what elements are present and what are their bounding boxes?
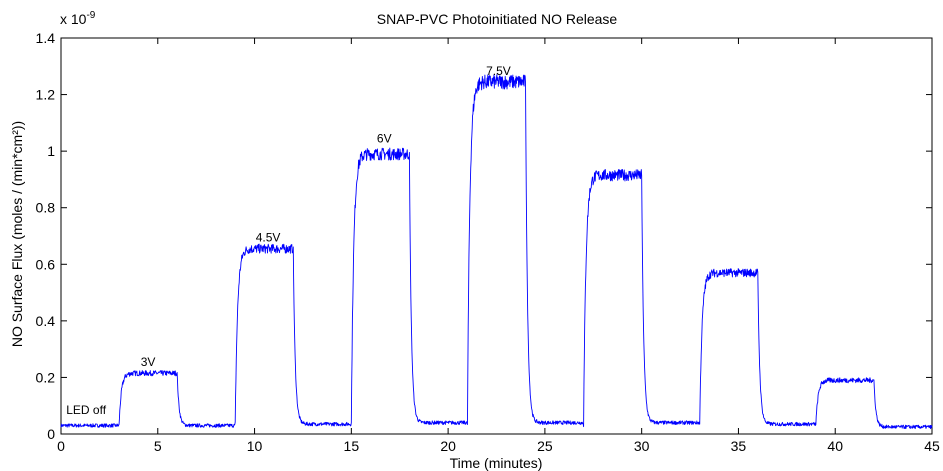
annotation-label: 3V <box>141 355 156 369</box>
annotation-label: LED off <box>66 403 106 417</box>
chart-title: SNAP-PVC Photoinitiated NO Release <box>377 11 618 27</box>
x-axis-title: Time (minutes) <box>450 455 543 471</box>
y-tick-label: 1.2 <box>36 87 56 103</box>
y-axis: 0 0.2 0.4 0.6 0.8 1 1.2 1.4 <box>36 30 932 442</box>
series-line <box>60 74 933 430</box>
y-tick-label: 0 <box>47 426 55 442</box>
y-axis-title: NO Surface Flux (moles / (min*cm²)) <box>9 121 25 347</box>
x-tick-label: 45 <box>924 438 940 454</box>
x-axis: 0 5 10 15 20 25 30 35 40 45 <box>57 38 940 454</box>
x-tick-label: 35 <box>731 438 747 454</box>
x-tick-label: 25 <box>537 438 553 454</box>
x-tick-label: 5 <box>154 438 162 454</box>
y-exponent-base: x 10 <box>60 11 87 27</box>
x-tick-label: 0 <box>57 438 65 454</box>
x-tick-label: 15 <box>344 438 360 454</box>
plot-frame <box>60 37 933 435</box>
y-exponent-power: -9 <box>86 10 95 21</box>
y-tick-label: 0.8 <box>36 200 56 216</box>
annotation-label: 6V <box>377 132 392 146</box>
series-group <box>60 74 933 430</box>
y-tick-label: 0.4 <box>36 313 56 329</box>
annotation-label: 4.5V <box>256 231 281 245</box>
plot-box <box>60 37 933 435</box>
x-tick-label: 20 <box>440 438 456 454</box>
annotation-label: 7.5V <box>486 64 511 78</box>
y-tick-label: 1 <box>47 143 55 159</box>
x-tick-label: 40 <box>827 438 843 454</box>
y-tick-label: 1.4 <box>36 30 56 46</box>
y-tick-label: 0.2 <box>36 369 56 385</box>
x-tick-label: 30 <box>634 438 650 454</box>
x-tick-label: 10 <box>247 438 263 454</box>
y-exponent-label: x 10-9 <box>60 10 96 27</box>
y-tick-label: 0.6 <box>36 256 56 272</box>
annotations: LED off 3V 4.5V 6V 7.5V <box>66 64 511 417</box>
